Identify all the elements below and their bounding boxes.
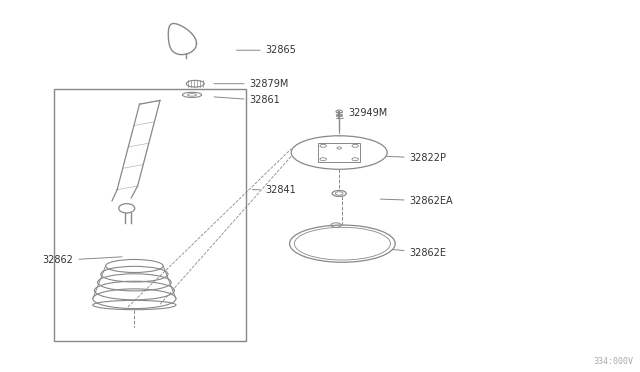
Text: 32822P: 32822P — [387, 153, 447, 163]
Text: 32841: 32841 — [252, 185, 296, 195]
Text: 334:000V: 334:000V — [594, 357, 634, 366]
Text: 32862E: 32862E — [393, 248, 447, 258]
Text: 32862: 32862 — [43, 256, 122, 265]
Text: 32865: 32865 — [236, 45, 296, 55]
Text: 32949M: 32949M — [342, 109, 388, 119]
Bar — [54, 89, 246, 341]
Bar — [319, 143, 360, 162]
Text: 32879M: 32879M — [214, 79, 289, 89]
Text: 32862EA: 32862EA — [380, 196, 453, 206]
Text: 32861: 32861 — [214, 96, 280, 105]
